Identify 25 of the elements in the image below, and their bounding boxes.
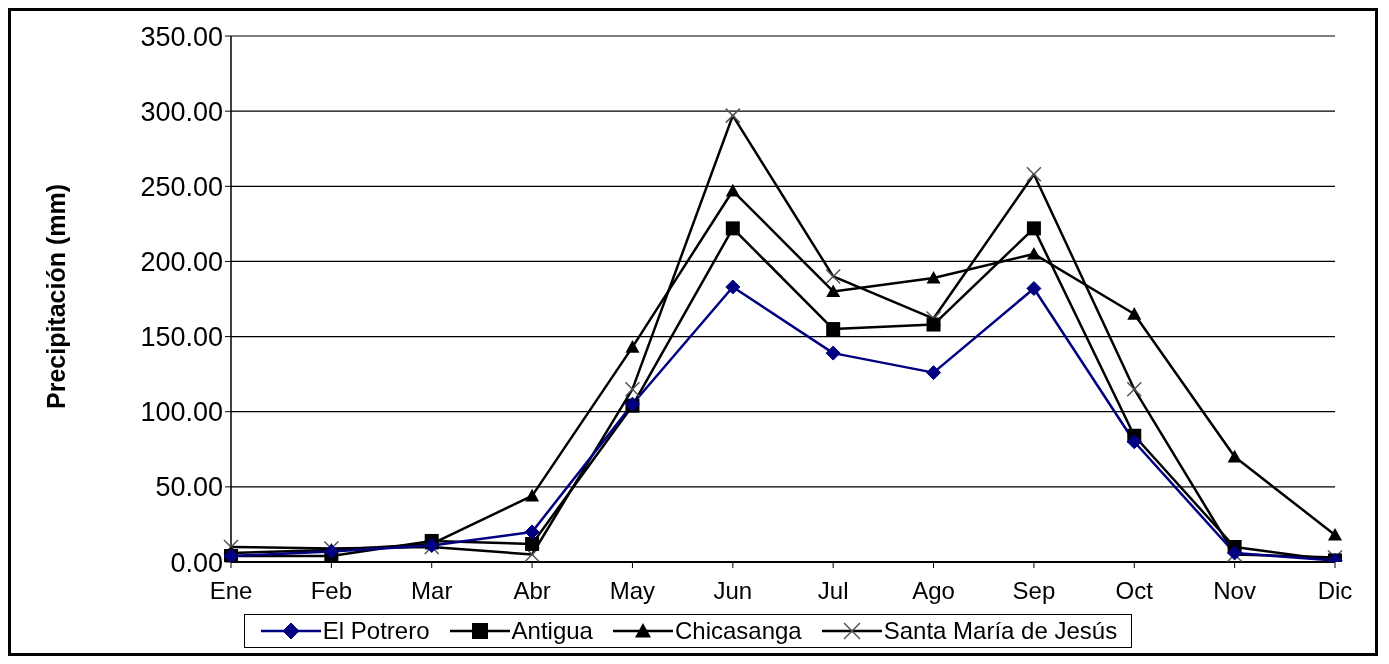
y-tick-label: 250.00 [140, 171, 223, 202]
x-tick-label: Nov [1213, 577, 1256, 605]
x-tick-label: Ago [912, 577, 955, 605]
x-tick-label: Mar [411, 577, 453, 605]
x-tick-label: Sep [1012, 577, 1056, 605]
x-tick-label: Ene [209, 577, 253, 605]
y-tick-label: 100.00 [140, 397, 223, 428]
x-tick-label: Abr [513, 577, 551, 605]
x-tick-label: Dic [1317, 577, 1353, 605]
legend-label: El Potrero [322, 617, 430, 645]
x-tick-label: Jul [817, 577, 849, 605]
x-tick-label: Oct [1115, 577, 1154, 605]
y-tick-label: 300.00 [140, 96, 223, 127]
legend-label: Antigua [511, 617, 593, 645]
y-axis-title: Precipitación (mm) [41, 183, 70, 409]
x-tick-label: Feb [310, 577, 353, 605]
x-tick-label: May [609, 577, 656, 605]
y-tick-label: 200.00 [140, 247, 223, 278]
y-tick-label: 0.00 [170, 547, 223, 578]
legend-label: Santa María de Jesús [883, 617, 1118, 645]
legend-label: Chicasanga [674, 617, 802, 645]
x-tick-label: Jun [713, 577, 753, 605]
y-tick-label: 150.00 [140, 322, 223, 353]
y-tick-label: 50.00 [155, 472, 223, 503]
y-tick-label: 350.00 [140, 21, 223, 52]
